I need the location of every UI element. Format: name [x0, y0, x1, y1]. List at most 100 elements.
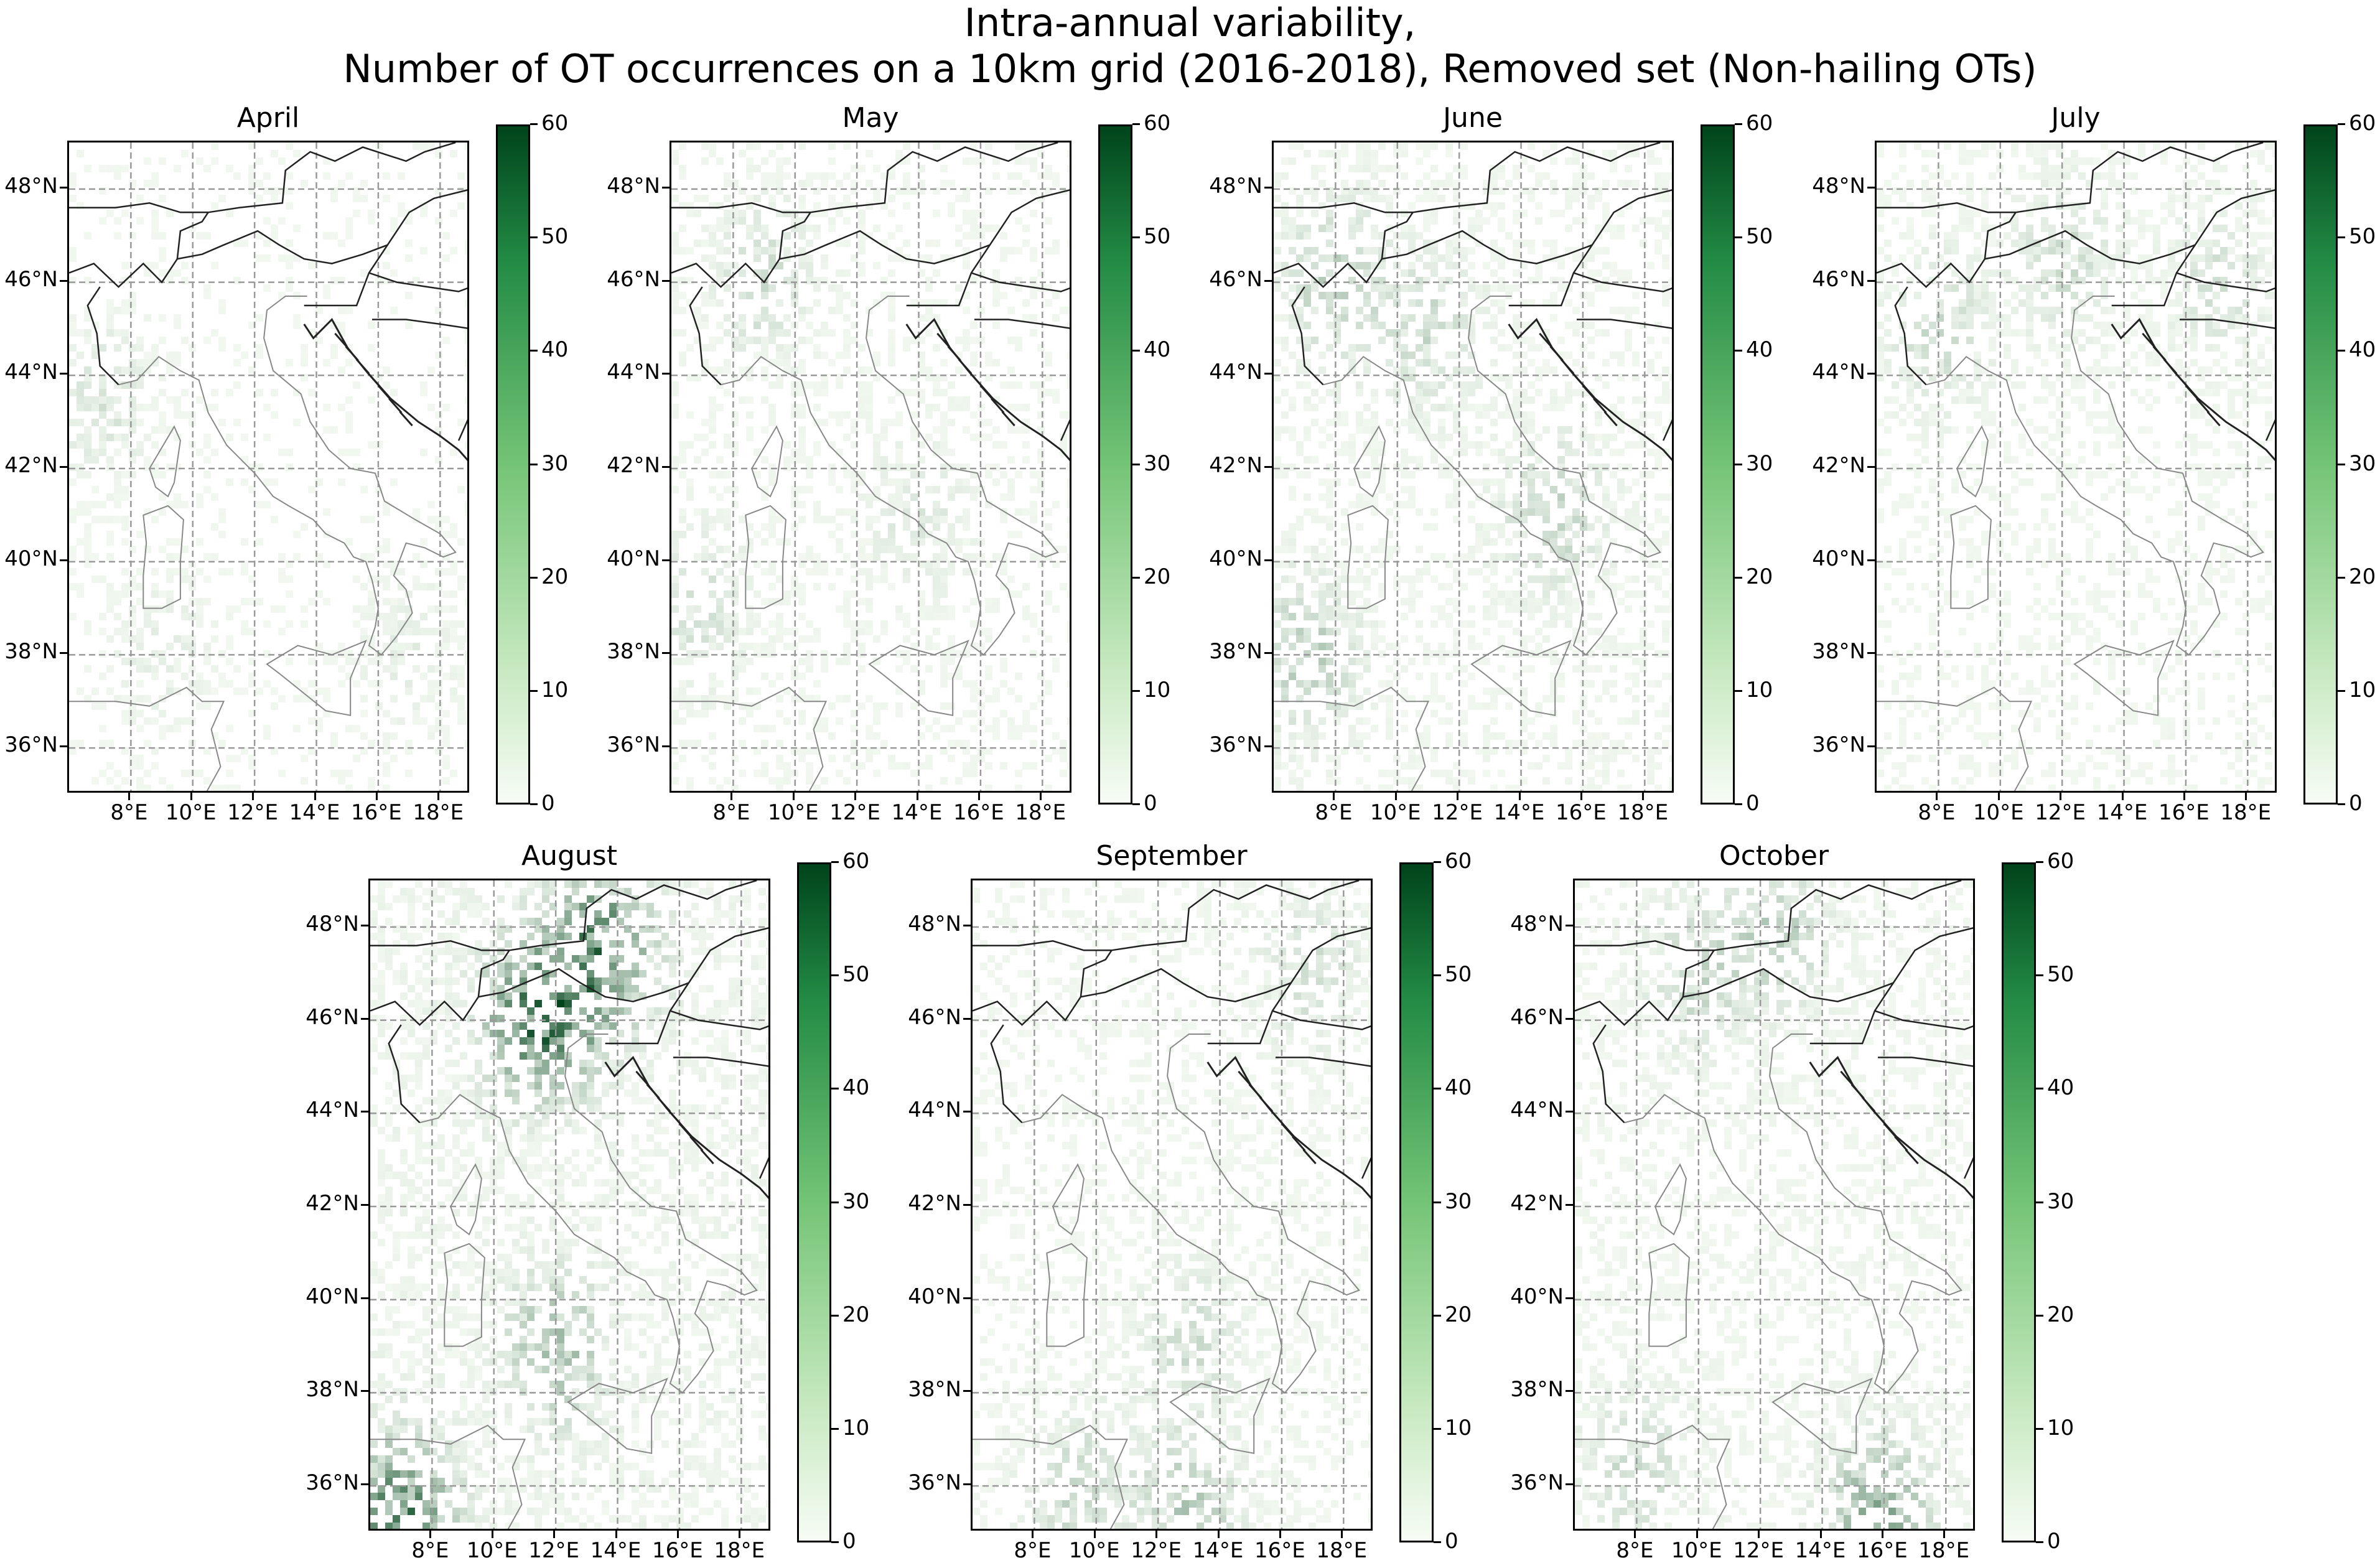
colorbar-tick-label: 10 [1746, 678, 1773, 702]
heatmap-cell [1475, 478, 1483, 486]
heatmap-cell [1326, 643, 1333, 650]
heatmap-cell [151, 568, 159, 576]
heatmap-cell [888, 523, 895, 531]
heatmap-cell [1513, 322, 1520, 329]
heatmap-cell [679, 755, 686, 762]
heatmap-cell [940, 426, 948, 434]
heatmap-cell [166, 680, 174, 688]
heatmap-cell [866, 725, 873, 732]
heatmap-cell [1669, 277, 1674, 284]
heatmap-cell [121, 777, 129, 785]
heatmap-cell [1423, 225, 1430, 232]
heatmap-cell [709, 150, 716, 157]
heatmap-cell [465, 240, 469, 247]
heatmap-cell [1281, 225, 1289, 232]
heatmap-cell [836, 180, 843, 187]
heatmap-cell [843, 240, 851, 247]
heatmap-cell [91, 516, 99, 523]
heatmap-cell [129, 762, 136, 770]
heatmap-cell [465, 337, 469, 344]
heatmap-cell [776, 613, 783, 620]
x-tick-label: 12°E [824, 800, 886, 825]
heatmap-cell [798, 434, 806, 441]
heatmap-cell [196, 605, 203, 613]
heatmap-cell [1565, 605, 1572, 613]
heatmap-cell [1535, 553, 1542, 561]
heatmap-cell [1542, 359, 1550, 366]
heatmap-cell [286, 202, 293, 210]
heatmap-cell [1662, 195, 1669, 202]
heatmap-cell [858, 344, 866, 352]
heatmap-cell [776, 142, 783, 150]
y-tick-mark [662, 280, 670, 282]
heatmap-cell [836, 269, 843, 277]
heatmap-cell [679, 643, 686, 650]
heatmap-cell [1348, 688, 1356, 695]
heatmap-cell [843, 344, 851, 352]
heatmap-cell [1408, 456, 1416, 464]
heatmap-cell [1318, 396, 1326, 404]
heatmap-cell [457, 172, 465, 180]
heatmap-cell [1602, 434, 1610, 441]
heatmap-cell [671, 605, 679, 613]
heatmap-cell [1296, 269, 1304, 277]
heatmap-cell [783, 456, 791, 464]
heatmap-cell [1438, 277, 1445, 284]
heatmap-cell [1281, 337, 1289, 344]
heatmap-cell [798, 307, 806, 314]
heatmap-cell [866, 389, 873, 396]
heatmap-cell [701, 553, 709, 561]
heatmap-cell [1475, 210, 1483, 217]
heatmap-cell [144, 546, 151, 553]
x-tick-mark [1642, 793, 1644, 800]
heatmap-cell [330, 658, 338, 665]
heatmap-cell [1386, 419, 1393, 426]
heatmap-cell [724, 314, 731, 322]
heatmap-cell [1513, 247, 1520, 254]
heatmap-cell [293, 225, 301, 232]
heatmap-cell [1572, 172, 1580, 180]
heatmap-cell [203, 658, 211, 665]
heatmap-cell [1654, 225, 1662, 232]
heatmap-cell [203, 292, 211, 299]
heatmap-cell [442, 620, 450, 628]
heatmap-cell [1505, 576, 1513, 583]
heatmap-cell [873, 635, 880, 643]
heatmap-cell [427, 695, 435, 702]
heatmap-cell [1625, 650, 1632, 658]
heatmap-cell [353, 449, 360, 456]
heatmap-cell [308, 486, 315, 493]
heatmap-cell [1557, 493, 1565, 501]
heatmap-cell [694, 307, 701, 314]
heatmap-cell [1401, 366, 1408, 374]
heatmap-cell [166, 643, 174, 650]
heatmap-cell [1416, 508, 1423, 516]
heatmap-cell [450, 247, 457, 254]
heatmap-cell [114, 307, 121, 314]
heatmap-cell [2071, 165, 2078, 172]
heatmap-cell [910, 665, 918, 673]
heatmap-cell [1625, 717, 1632, 725]
heatmap-cell [144, 314, 151, 322]
heatmap-cell [694, 605, 701, 613]
heatmap-cell [1296, 583, 1304, 590]
heatmap-cell [1505, 538, 1513, 546]
heatmap-cell [1528, 478, 1535, 486]
heatmap-cell [731, 337, 739, 344]
heatmap-cell [1378, 538, 1386, 546]
heatmap-cell [345, 307, 353, 314]
heatmap-cell [724, 508, 731, 516]
heatmap-cell [1363, 366, 1371, 374]
heatmap-cell [1528, 277, 1535, 284]
heatmap-cell [2272, 240, 2277, 247]
heatmap-cell [144, 456, 151, 464]
heatmap-cell [888, 359, 895, 366]
heatmap-cell [1371, 493, 1378, 501]
heatmap-cell [1535, 493, 1542, 501]
heatmap-cell [1899, 195, 1906, 202]
heatmap-cell [1356, 225, 1363, 232]
heatmap-cell [1557, 762, 1565, 770]
heatmap-cell [1610, 150, 1617, 157]
heatmap-cell [1356, 635, 1363, 643]
heatmap-cell [1498, 486, 1505, 493]
